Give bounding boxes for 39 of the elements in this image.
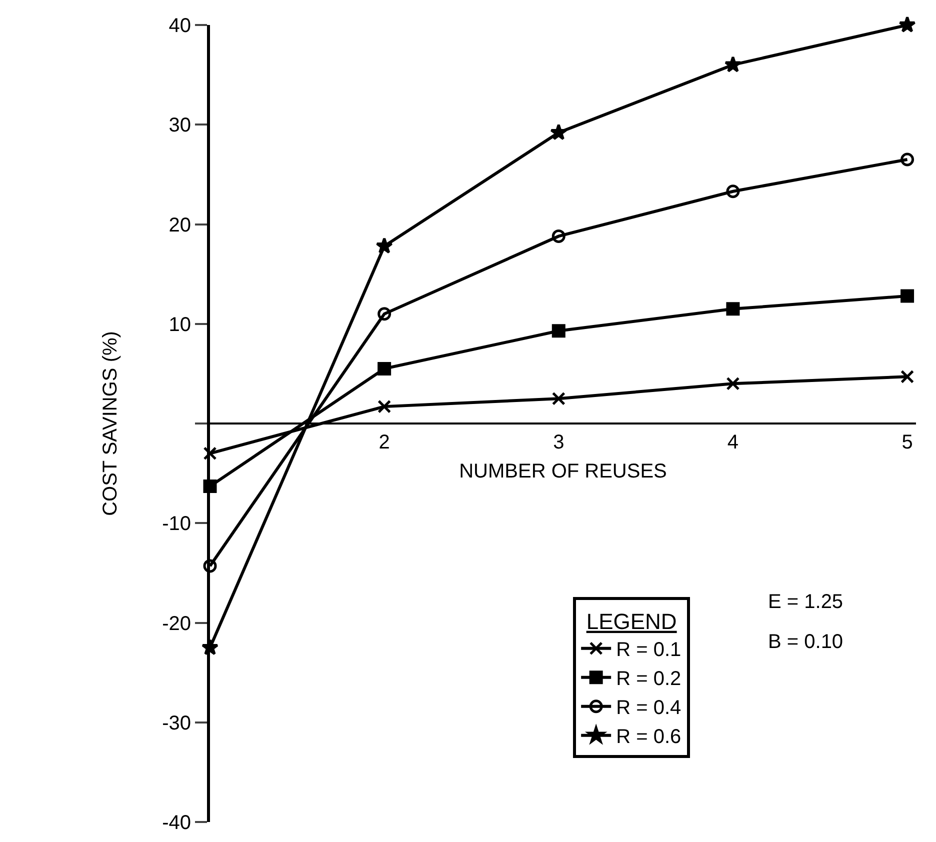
annotation: E = 1.25 [768, 591, 844, 613]
y-tick-label: -30 [162, 712, 191, 734]
point [203, 559, 217, 573]
point [552, 229, 566, 243]
point [900, 289, 914, 303]
x-tick-label: 4 [727, 432, 739, 454]
point [726, 302, 740, 316]
point [203, 446, 217, 460]
legend-label: R = 0.2 [616, 668, 682, 690]
annotation: B = 0.10 [768, 631, 844, 653]
legend-label: R = 0.1 [616, 639, 682, 662]
point [378, 362, 392, 376]
y-tick-label: -10 [162, 513, 191, 536]
point [376, 237, 393, 254]
y-tick-label: -20 [162, 612, 191, 635]
y-axis-title: COST SAVINGS (%) [100, 331, 122, 516]
x-tick-label: 3 [553, 432, 564, 454]
x-tick-label: 2 [378, 432, 390, 454]
x-axis-title: NUMBER OF REUSES [459, 460, 667, 482]
point [378, 307, 392, 321]
point [900, 370, 914, 384]
y-tick-label: -40 [162, 812, 191, 834]
y-tick-label: 10 [168, 314, 191, 336]
point [552, 324, 566, 338]
point [726, 376, 740, 390]
point [550, 124, 568, 140]
point [552, 392, 566, 406]
point [724, 56, 742, 72]
y-tick-label: 40 [168, 15, 191, 37]
point [726, 184, 740, 198]
legend-title: LEGEND [586, 608, 677, 634]
legend-label: R = 0.4 [616, 697, 682, 720]
point [378, 400, 392, 414]
y-tick-label: 30 [168, 114, 191, 137]
legend-label: R = 0.6 [616, 726, 682, 748]
y-tick-label: 20 [168, 214, 191, 236]
point [900, 152, 914, 166]
point [898, 16, 916, 32]
x-tick-label: 5 [902, 432, 913, 454]
